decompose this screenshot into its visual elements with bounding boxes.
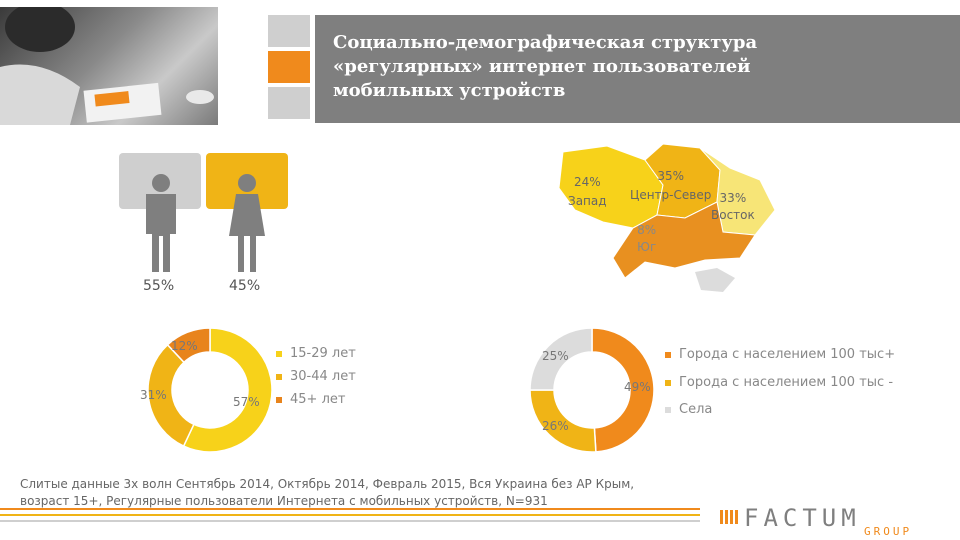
map-label-center-north: 35% Центр-Север	[630, 169, 712, 202]
legend-swatch	[276, 396, 282, 403]
decor-square-3	[268, 87, 310, 119]
map-region-crimea	[695, 268, 735, 292]
decor-square-2	[268, 51, 310, 83]
age-donut-chart: 57% 31% 12%	[140, 327, 273, 453]
decor-square-1	[268, 15, 310, 47]
donut-data-label: 31%	[140, 388, 167, 402]
page-title: Социально-демографическая структура «рег…	[333, 32, 758, 101]
male-percent: 55%	[143, 278, 175, 294]
female-percent: 45%	[229, 278, 261, 294]
legend-swatch	[276, 350, 282, 357]
male-person-icon	[146, 174, 176, 272]
factum-logo: FACTUM GROUP	[720, 504, 940, 538]
logo-mark-icon	[720, 510, 738, 524]
legend-item-city-small: Города с населением 100 тыс -	[665, 375, 893, 390]
donut-data-label: 25%	[542, 349, 569, 363]
header-photo	[0, 7, 218, 125]
legend-swatch	[665, 406, 671, 413]
female-person-icon	[229, 174, 265, 272]
map-label-south: 8% Юг	[637, 223, 657, 254]
logo-subtext: GROUP	[864, 525, 913, 538]
header-bar	[315, 15, 960, 123]
donut-slice	[182, 327, 273, 453]
map-label-west: 24% Запад	[568, 175, 607, 208]
legend-item-45plus: 45+ лет	[276, 392, 345, 407]
legend-item-30-44: 30-44 лет	[276, 369, 356, 384]
donut-data-label: 12%	[171, 339, 198, 353]
legend-item-village: Села	[665, 402, 712, 417]
donut-data-label: 26%	[542, 419, 569, 433]
donut-slice	[529, 327, 593, 391]
donut-data-label: 49%	[624, 380, 651, 394]
donut-slice	[166, 327, 211, 364]
legend-swatch	[665, 379, 671, 386]
map-label-east: 33% Восток	[711, 191, 755, 222]
footnote: Слитые данные 3х волн Сентябрь 2014, Окт…	[20, 477, 635, 508]
legend-swatch	[276, 373, 282, 380]
footer-line-orange	[0, 508, 700, 510]
legend-item-city-large: Города с населением 100 тыс+	[665, 347, 895, 362]
logo-text: FACTUM	[744, 504, 861, 532]
donut-slice	[591, 327, 655, 453]
settlement-donut-chart: 49% 26% 25%	[529, 327, 655, 453]
map-region-south	[612, 201, 756, 279]
region-map	[558, 143, 776, 292]
legend-swatch	[665, 351, 671, 358]
legend-item-15-29: 15-29 лет	[276, 346, 356, 361]
donut-data-label: 57%	[233, 395, 260, 409]
footer-line-gray	[0, 520, 700, 522]
footer-line-amber	[0, 514, 700, 516]
